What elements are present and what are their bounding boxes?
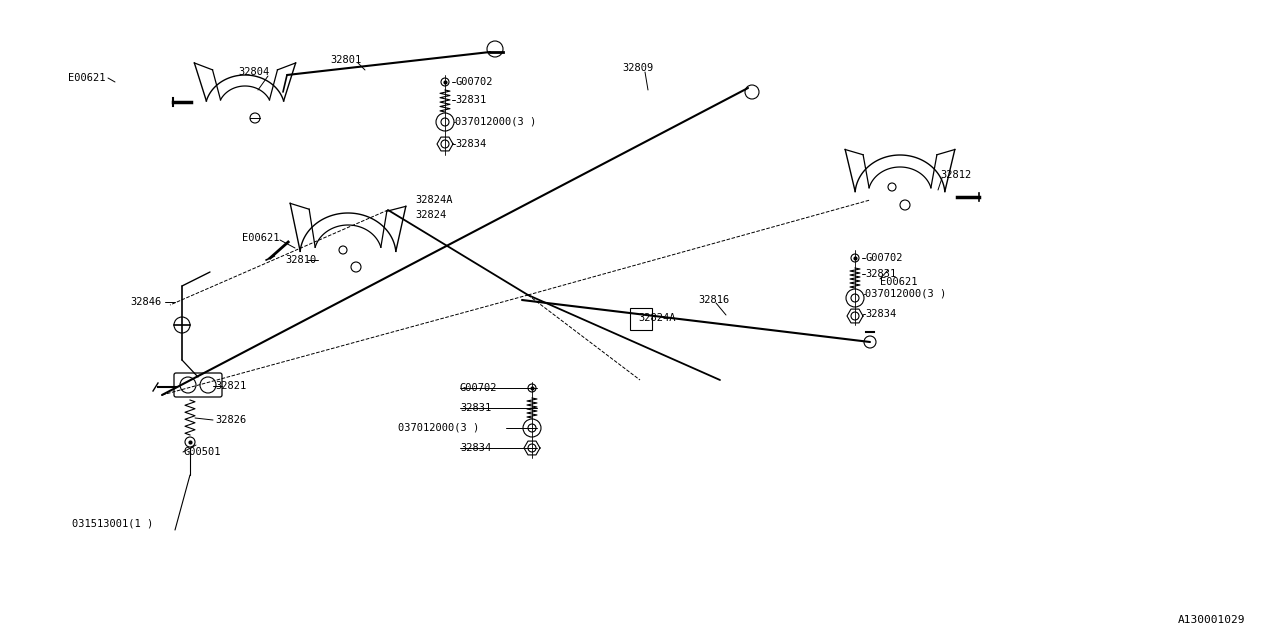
Text: 32826: 32826 [215, 415, 246, 425]
Text: 031513001(1 ): 031513001(1 ) [72, 519, 154, 529]
Text: 32846: 32846 [131, 297, 161, 307]
Text: 32816: 32816 [698, 295, 730, 305]
Text: G00702: G00702 [460, 383, 498, 393]
Text: 32834: 32834 [865, 309, 896, 319]
Text: 32812: 32812 [940, 170, 972, 180]
Text: G00501: G00501 [183, 447, 220, 457]
Text: 037012000(3 ): 037012000(3 ) [865, 289, 946, 299]
Text: 32834: 32834 [460, 443, 492, 453]
Text: 32831: 32831 [460, 403, 492, 413]
Text: 037012000(3 ): 037012000(3 ) [454, 117, 536, 127]
Text: E00621: E00621 [881, 277, 918, 287]
Text: 037012000(3 ): 037012000(3 ) [398, 423, 479, 433]
Text: 32831: 32831 [865, 269, 896, 279]
Text: 32824: 32824 [415, 210, 447, 220]
Text: A130001029: A130001029 [1178, 615, 1245, 625]
Text: 32824A: 32824A [415, 195, 453, 205]
Text: 32831: 32831 [454, 95, 486, 105]
Text: 32834: 32834 [454, 139, 486, 149]
Text: 32810: 32810 [285, 255, 316, 265]
Text: 32804: 32804 [238, 67, 269, 77]
Text: G00702: G00702 [454, 77, 493, 87]
Text: 32809: 32809 [622, 63, 653, 73]
Text: 32824A: 32824A [637, 313, 676, 323]
Bar [630, 308, 652, 330]
Text: E00621: E00621 [242, 233, 279, 243]
Text: G00702: G00702 [865, 253, 902, 263]
Text: E00621: E00621 [68, 73, 105, 83]
Text: 32821: 32821 [215, 381, 246, 391]
Text: 32801: 32801 [330, 55, 361, 65]
